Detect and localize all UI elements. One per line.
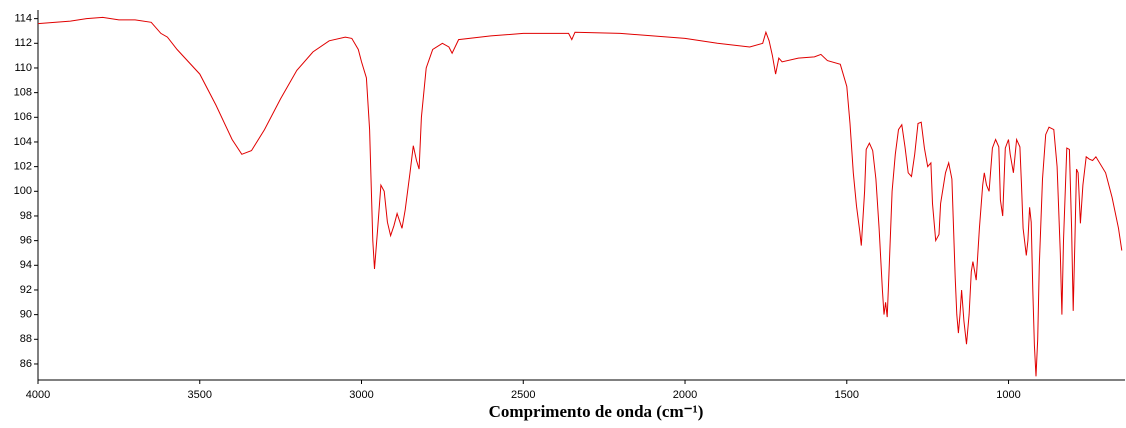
x-tick-label: 3000 bbox=[349, 389, 373, 401]
x-tick-label: 3500 bbox=[188, 389, 212, 401]
y-tick-label: 110 bbox=[14, 62, 32, 74]
x-tick-label: 2000 bbox=[673, 389, 697, 401]
y-tick-label: 94 bbox=[20, 259, 32, 271]
y-tick-label: 86 bbox=[20, 358, 32, 370]
x-axis-title: Comprimento de onda (cm⁻¹) bbox=[489, 402, 704, 421]
y-tick-label: 90 bbox=[20, 309, 32, 321]
y-tick-label: 106 bbox=[14, 111, 32, 123]
y-tick-label: 112 bbox=[14, 37, 32, 49]
y-tick-label: 108 bbox=[14, 87, 32, 99]
y-tick-label: 114 bbox=[14, 13, 32, 25]
spectrum-line bbox=[37, 16, 1123, 377]
y-tick-label: 100 bbox=[14, 185, 32, 197]
y-tick-label: 88 bbox=[20, 333, 32, 345]
x-tick-label: 2500 bbox=[511, 389, 535, 401]
y-tick-label: 98 bbox=[20, 210, 32, 222]
x-tick-label: 1500 bbox=[835, 389, 859, 401]
y-tick-label: 92 bbox=[20, 284, 32, 296]
y-tick-label: 104 bbox=[14, 136, 32, 148]
x-tick-label: 4000 bbox=[26, 389, 50, 401]
y-tick-label: 96 bbox=[20, 235, 32, 247]
y-tick-label: 102 bbox=[14, 161, 32, 173]
x-tick-label: 1000 bbox=[996, 389, 1020, 401]
